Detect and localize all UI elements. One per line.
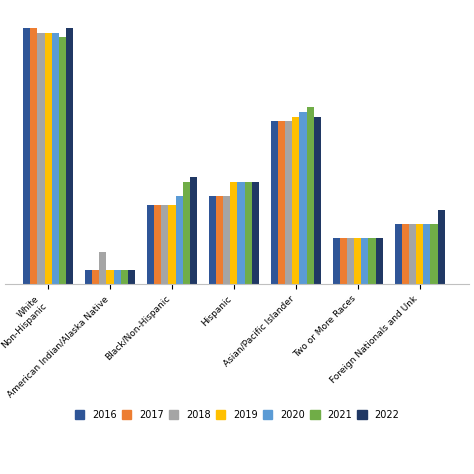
Bar xyxy=(271,121,278,284)
Bar xyxy=(175,196,182,284)
Bar xyxy=(375,238,383,284)
Bar xyxy=(182,182,190,284)
Bar xyxy=(333,238,340,284)
Bar xyxy=(59,37,66,284)
Bar xyxy=(340,238,347,284)
Bar xyxy=(154,205,161,284)
Bar xyxy=(216,196,223,284)
Bar xyxy=(107,270,114,284)
Bar xyxy=(300,112,307,284)
Bar xyxy=(190,177,197,284)
Bar xyxy=(147,205,154,284)
Bar xyxy=(430,224,438,284)
Bar xyxy=(409,224,416,284)
Bar xyxy=(230,182,237,284)
Bar xyxy=(114,270,121,284)
Bar xyxy=(285,121,292,284)
Bar xyxy=(423,224,430,284)
Bar xyxy=(438,210,445,284)
Bar xyxy=(237,182,245,284)
Bar xyxy=(402,224,409,284)
Bar xyxy=(85,270,92,284)
Bar xyxy=(361,238,368,284)
Bar xyxy=(245,182,252,284)
Bar xyxy=(121,270,128,284)
Bar xyxy=(314,117,321,284)
Bar xyxy=(128,270,135,284)
Bar xyxy=(395,224,402,284)
Bar xyxy=(23,28,30,284)
Bar xyxy=(92,270,100,284)
Bar xyxy=(252,182,259,284)
Bar xyxy=(161,205,168,284)
Bar xyxy=(278,121,285,284)
Bar xyxy=(30,28,37,284)
Bar xyxy=(66,28,73,284)
Bar xyxy=(347,238,354,284)
Bar xyxy=(292,117,300,284)
Bar xyxy=(168,205,175,284)
Bar xyxy=(100,252,107,284)
Bar xyxy=(37,33,45,284)
Bar xyxy=(52,33,59,284)
Bar xyxy=(416,224,423,284)
Bar xyxy=(209,196,216,284)
Bar xyxy=(368,238,375,284)
Legend: 2016, 2017, 2018, 2019, 2020, 2021, 2022: 2016, 2017, 2018, 2019, 2020, 2021, 2022 xyxy=(72,407,402,422)
Bar xyxy=(307,107,314,284)
Bar xyxy=(354,238,361,284)
Bar xyxy=(45,33,52,284)
Bar xyxy=(223,196,230,284)
